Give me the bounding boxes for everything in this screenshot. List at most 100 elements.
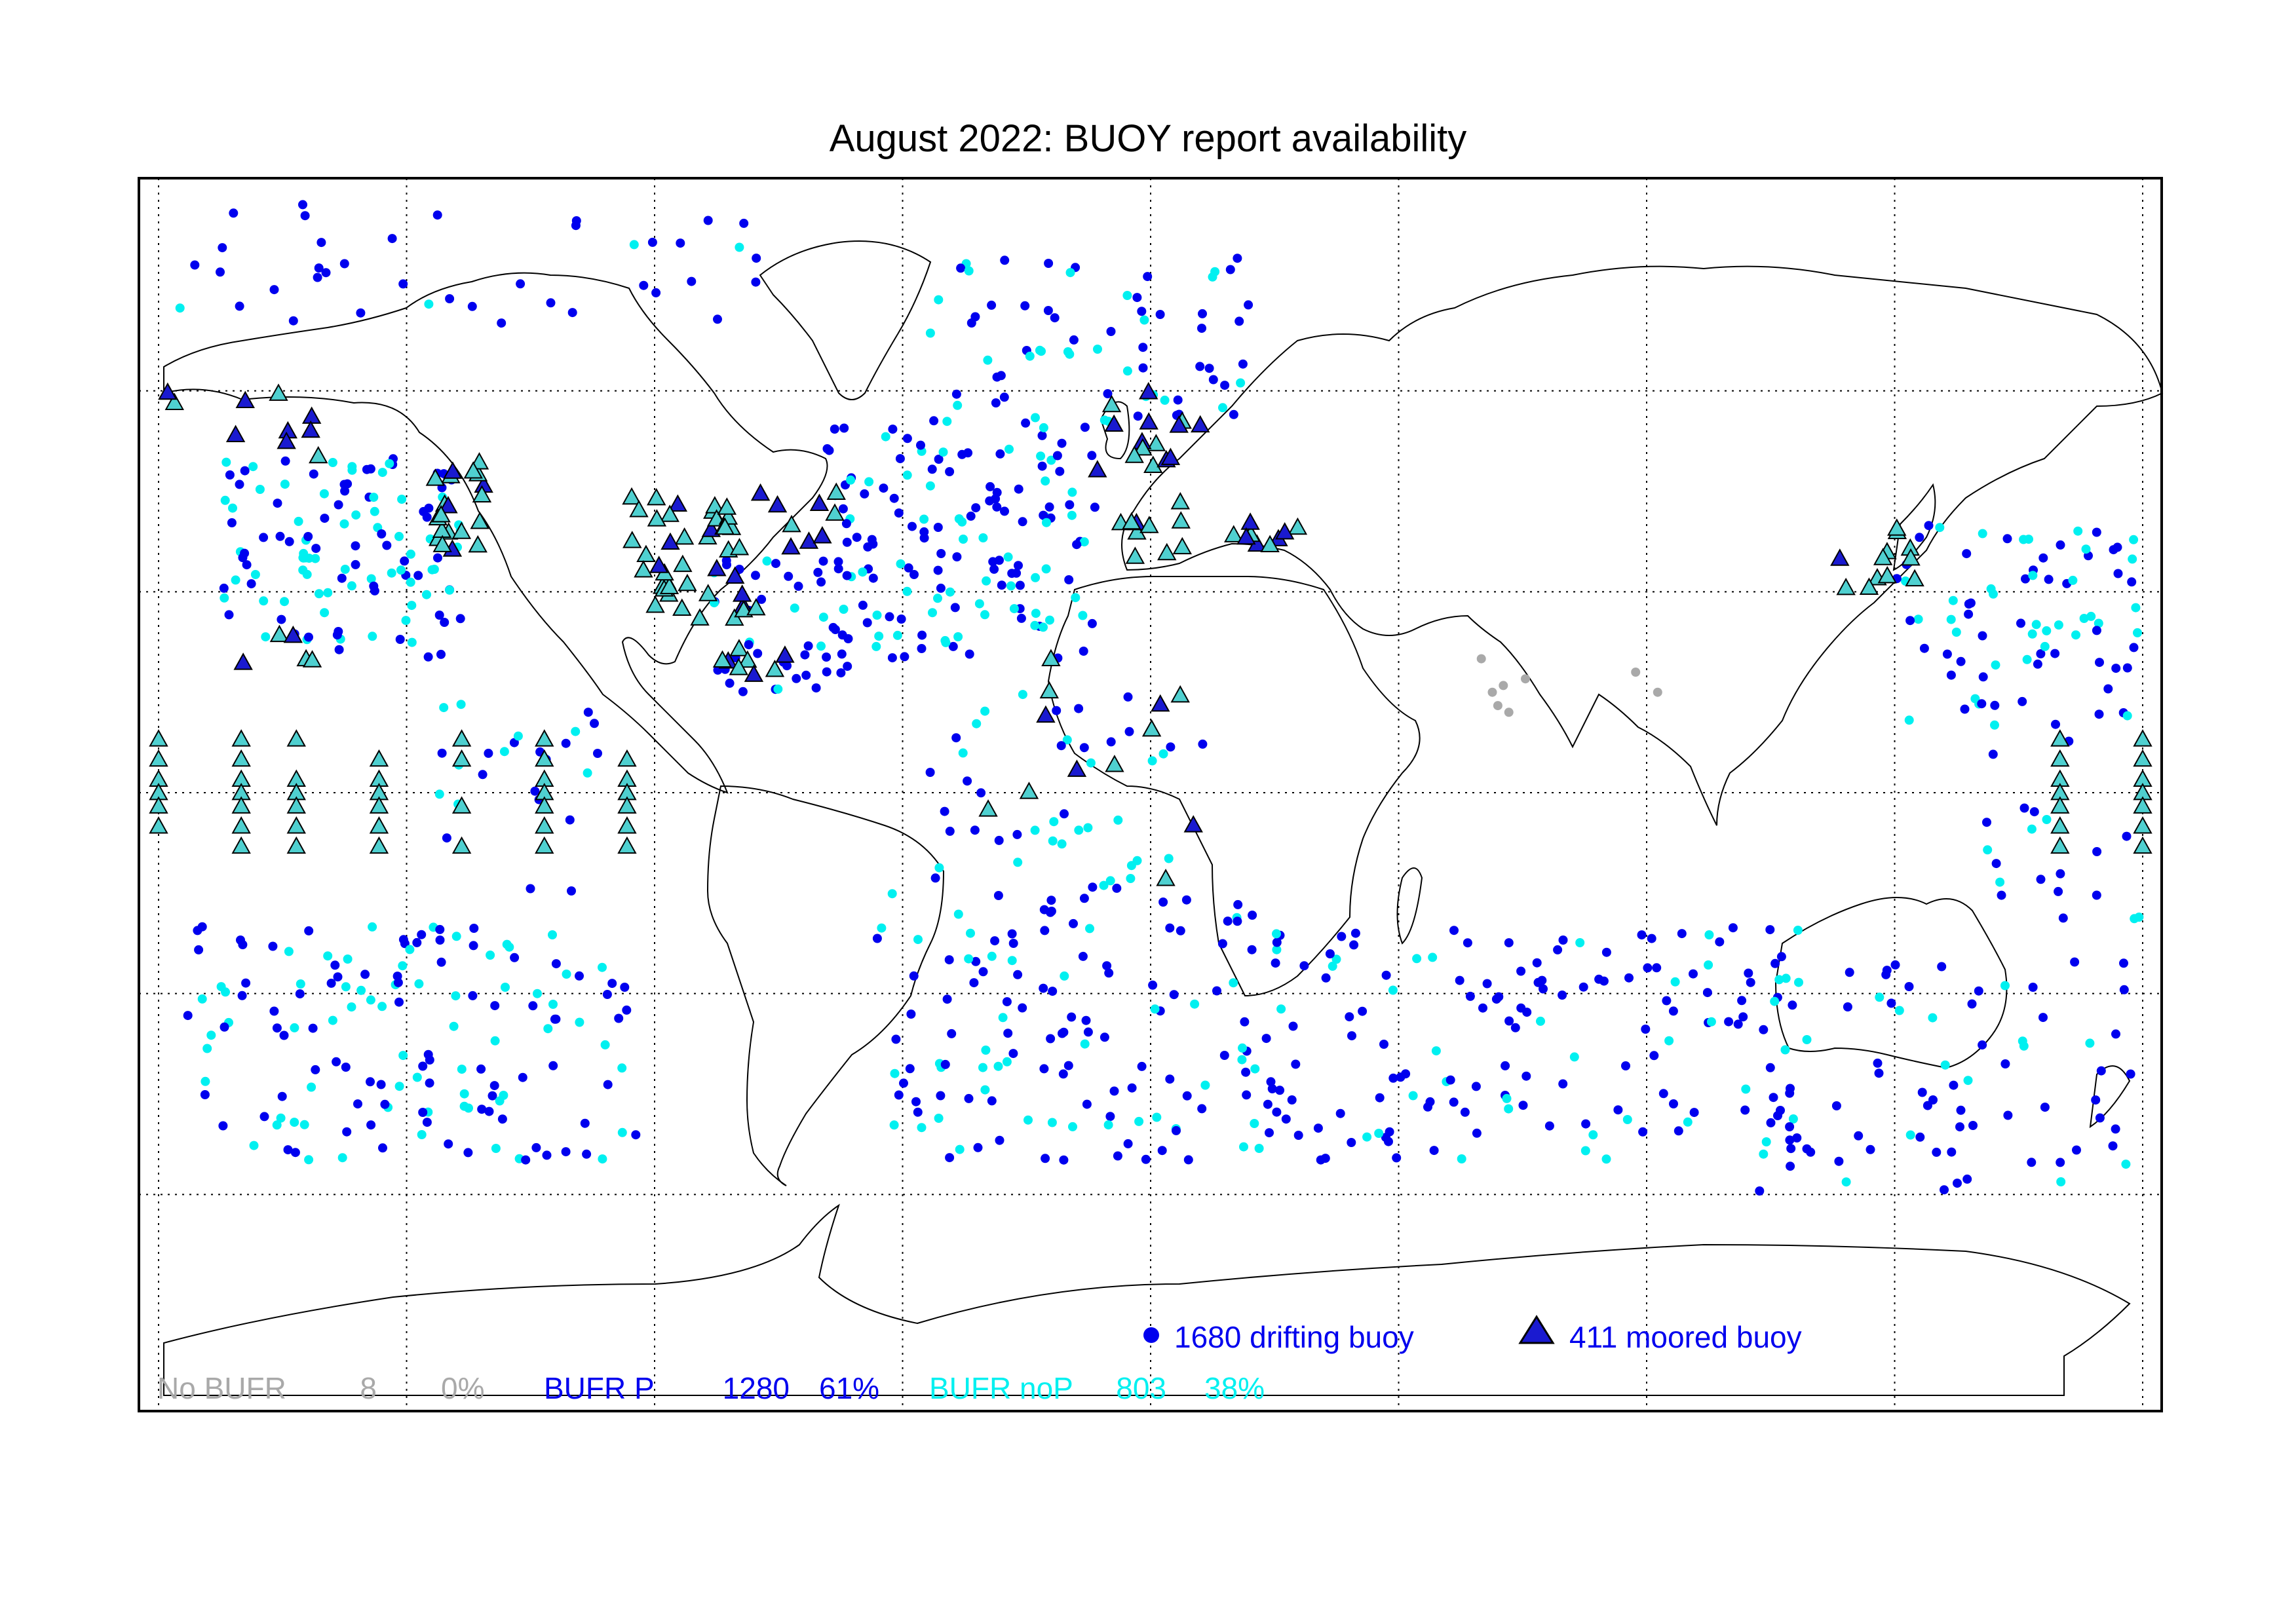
drifting-buoy-bufr-nop	[790, 603, 799, 613]
drifting-buoy-bufr-p	[1392, 1153, 1402, 1163]
moored-buoy	[672, 598, 692, 616]
drifting-buoy-bufr-nop	[290, 1023, 299, 1032]
drifting-buoy-bufr-nop	[2028, 571, 2038, 580]
drifting-buoy-bufr-nop	[773, 684, 783, 694]
drifting-buoy-bufr-p	[908, 521, 917, 531]
drifting-buoy-bufr-p	[862, 618, 872, 628]
drifting-buoy-bufr-p	[1728, 923, 1738, 933]
drifting-buoy-bufr-nop	[1218, 403, 1227, 413]
drifting-buoy-bufr-nop	[2019, 535, 2029, 544]
moored-buoy	[826, 482, 846, 500]
drifting-buoy-bufr-nop	[1229, 978, 1238, 988]
drifting-buoy-bufr-nop	[259, 596, 269, 606]
drifting-buoy-bufr-p	[811, 683, 821, 693]
drifting-buoy-bufr-p	[314, 263, 324, 273]
drifting-buoy-bufr-nop	[231, 575, 240, 585]
drifting-buoy-bufr-nop	[499, 747, 509, 757]
drifting-buoy-bufr-p	[906, 1010, 916, 1019]
drifting-buoy-bufr-nop	[1588, 1130, 1598, 1140]
drifting-buoy-bufr-p	[378, 1143, 387, 1153]
drifting-buoy-bufr-p	[1478, 1003, 1487, 1013]
drifting-buoy-bufr-p	[316, 238, 326, 248]
drifting-buoy-bufr-nop	[1099, 880, 1109, 890]
drifting-buoy-bufr-nop	[1774, 975, 1784, 985]
moored-buoy	[659, 576, 679, 594]
drifting-buoy-bufr-nop	[846, 475, 856, 485]
moored-buoy-tropical-array	[231, 836, 251, 854]
drifting-buoy-bufr-p	[227, 518, 237, 527]
map-frame	[138, 177, 2163, 1412]
drifting-buoy-bufr-p	[885, 612, 894, 622]
drifting-buoy-bufr-p	[1123, 1139, 1133, 1148]
drifting-buoy-bufr-p	[990, 936, 1000, 946]
drifting-buoy-bufr-p	[284, 537, 294, 546]
drifting-buoy-bufr-p	[1553, 945, 1563, 954]
drifting-buoy-bufr-nop	[959, 535, 968, 544]
drifting-buoy-bufr-nop	[1905, 1130, 1915, 1140]
drifting-buoy-bufr-p	[1962, 1174, 1972, 1184]
drifting-buoy-bufr-p	[1197, 1104, 1207, 1114]
drifting-buoy-bufr-p	[240, 466, 250, 476]
drifting-buoy-bufr-p	[551, 959, 561, 969]
drifting-buoy-bufr-nop	[347, 1002, 356, 1012]
drifting-buoy-bufr-nop	[1093, 345, 1102, 354]
drifting-buoy-bufr-p	[1425, 1097, 1435, 1106]
drifting-buoy-bufr-nop	[490, 1036, 500, 1046]
drifting-buoy-bufr-nop	[980, 1085, 990, 1095]
drifting-buoy-bufr-p	[947, 1029, 957, 1038]
drifting-buoy-bufr-p	[933, 565, 943, 575]
drifting-buoy-bufr-nop	[1057, 839, 1067, 849]
drifting-buoy-bufr-nop	[966, 928, 975, 938]
drifting-buoy-bufr-nop	[629, 240, 639, 250]
drifting-buoy-bufr-nop	[982, 576, 991, 586]
drifting-buoy-bufr-p	[753, 649, 763, 658]
no-bufr-count: 8	[360, 1371, 377, 1405]
drifting-buoy-bufr-nop	[406, 549, 415, 559]
moored-buoy	[1036, 705, 1056, 723]
moored-buoy-tropical-array	[2133, 796, 2152, 814]
drifting-buoy-bufr-p	[1375, 1093, 1385, 1103]
moored-buoy	[645, 595, 665, 613]
drifting-buoy-bufr-p	[801, 670, 811, 680]
drifting-buoy-bufr-p	[1955, 1122, 1964, 1132]
drifting-buoy-bufr-p	[944, 955, 954, 965]
drifting-buoy-bufr-p	[905, 1064, 915, 1074]
antarctica-coast	[163, 1203, 2131, 1396]
drifting-buoy-bufr-p	[311, 544, 321, 554]
eurasia-coast	[1121, 265, 2164, 826]
drifting-buoy-bufr-p	[1014, 484, 1024, 494]
drifting-buoy-bufr-p	[2122, 831, 2132, 841]
drifting-buoy-bufr-p	[304, 926, 314, 935]
drifting-buoy-bufr-p	[1715, 937, 1725, 947]
drifting-buoy-bufr-p	[369, 581, 379, 591]
drifting-buoy-bufr-p	[2027, 1158, 2037, 1167]
drifting-buoy-bufr-nop	[387, 568, 396, 578]
drifting-buoy-bufr-nop	[1793, 926, 1803, 935]
moored-buoy	[712, 650, 733, 668]
drifting-buoy-bufr-p	[332, 1057, 341, 1067]
drifting-buoy-bufr-p	[216, 267, 225, 277]
drifting-buoy-bufr-nop	[941, 637, 951, 647]
drifting-buoy-bufr-p	[2058, 913, 2068, 923]
drifting-buoy-bufr-p	[445, 294, 455, 303]
drifting-buoy-bufr-p	[593, 749, 602, 758]
moored-buoy	[1836, 577, 1856, 595]
drifting-buoy-bufr-p	[2096, 1066, 2106, 1076]
moored-buoy	[1139, 516, 1159, 533]
drifting-buoy-bufr-p	[1917, 1087, 1927, 1097]
drifting-buoy-bufr-p	[1558, 991, 1567, 1000]
drifting-buoy-bufr-p	[476, 1064, 486, 1074]
drifting-buoy-bufr-p	[1578, 982, 1588, 992]
moored-buoy	[622, 531, 642, 548]
drifting-buoy-bufr-p	[2095, 1113, 2105, 1123]
drifting-buoy-bufr-nop	[1904, 715, 1914, 725]
drifting-buoy-bufr-p	[2127, 577, 2137, 587]
drifting-buoy-bufr-nop	[1250, 1064, 1260, 1074]
drifting-buoy-bufr-nop	[1841, 1177, 1851, 1187]
drifting-buoy-bufr-p	[936, 583, 946, 593]
drifting-buoy-bufr-p	[1677, 929, 1687, 939]
drifting-buoy-bufr-nop	[964, 266, 974, 276]
moored-buoy	[668, 494, 688, 512]
drifting-buoy-bufr-nop	[1004, 444, 1014, 454]
drifting-buoy-bufr-p	[868, 573, 878, 583]
